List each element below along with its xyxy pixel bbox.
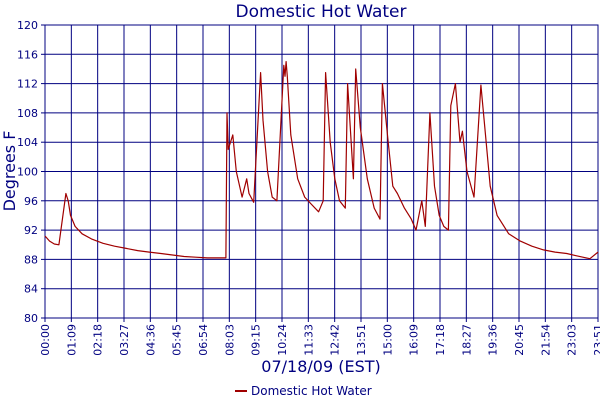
x-tick-label: 18:27 [460, 324, 473, 356]
y-tick-label: 112 [17, 78, 38, 91]
x-tick-label: 23:03 [566, 324, 579, 356]
x-tick-label: 15:00 [381, 324, 394, 356]
chart-title: Domestic Hot Water [235, 2, 406, 22]
y-axis-label: Degrees F [0, 131, 19, 212]
series-layer [44, 60, 599, 260]
x-tick-label: 16:09 [408, 324, 421, 356]
y-tick-label: 80 [24, 312, 38, 325]
x-axis-ticks: 00:00 01:09 02:18 03:27 04:36 05:45 06:54 08:03… [39, 318, 600, 356]
x-tick-label: 12:42 [329, 324, 342, 356]
x-tick-label: 23:51 [592, 324, 600, 356]
x-axis-label: 07/18/09 (EST) [261, 357, 380, 376]
x-tick-label: 21:54 [539, 324, 552, 356]
y-tick-label: 116 [17, 48, 38, 61]
x-tick-label: 08:03 [223, 324, 236, 356]
y-tick-label: 100 [17, 166, 38, 179]
y-tick-label: 92 [24, 224, 38, 237]
legend: Domestic Hot Water [235, 384, 372, 398]
x-tick-label: 17:18 [434, 324, 447, 356]
x-tick-label: 00:00 [39, 324, 52, 356]
x-tick-label: 04:36 [144, 324, 157, 356]
series-line [44, 60, 599, 260]
x-tick-label: 09:15 [250, 324, 263, 356]
x-tick-label: 03:27 [118, 324, 131, 356]
y-tick-label: 120 [17, 19, 38, 32]
x-tick-label: 20:45 [513, 324, 526, 356]
y-tick-label: 104 [17, 136, 38, 149]
x-tick-label: 19:36 [487, 324, 500, 356]
x-tick-label: 11:33 [302, 324, 315, 356]
x-tick-label: 13:51 [355, 324, 368, 356]
y-axis-ticks: 80 84 88 92 96 100 104 108 112 116 120 [17, 19, 45, 325]
y-tick-label: 96 [24, 195, 38, 208]
x-tick-label: 01:09 [65, 324, 78, 356]
y-tick-label: 84 [24, 283, 38, 296]
y-tick-label: 88 [24, 253, 38, 266]
x-tick-label: 06:54 [197, 324, 210, 356]
y-tick-label: 108 [17, 107, 38, 120]
x-tick-label: 10:24 [276, 324, 289, 356]
x-tick-label: 02:18 [92, 324, 105, 356]
x-tick-label: 05:45 [171, 324, 184, 356]
legend-label: Domestic Hot Water [251, 384, 372, 398]
